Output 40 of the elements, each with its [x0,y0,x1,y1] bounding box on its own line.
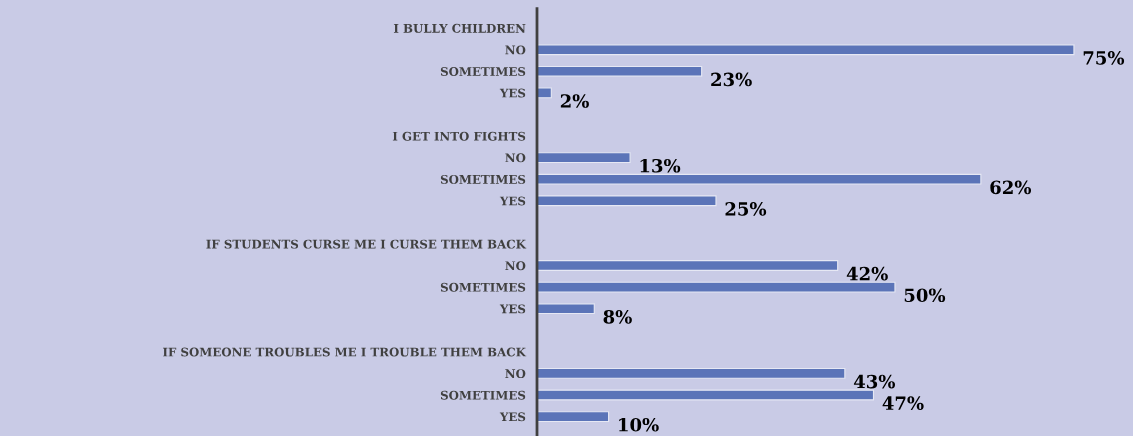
data-label: 23% [711,72,752,87]
data-label: 50% [904,288,946,303]
bar [537,173,982,185]
y-tick-label: YES [499,412,526,422]
y-tick-label: YES [499,88,526,98]
y-tick-label: YES [499,196,526,206]
data-label: 10% [619,417,659,432]
y-tick-label: I BULLY CHILDREN [393,23,526,33]
y-tick-label: YES [499,304,526,314]
y-tick-label: NO [505,153,526,163]
y-tick-label: NO [505,369,526,379]
data-label: 43% [853,374,896,389]
bar [537,368,846,379]
y-tick-label: I GET INTO FIGHTS [392,131,526,141]
bar [537,281,896,293]
data-label: 25% [725,202,767,216]
y-tick-label: SOMETIMES [440,67,526,76]
y-tick-label: SOMETIMES [440,174,526,184]
y-tick-label: IF STUDENTS CURSE ME I CURSE THEM BACK [206,239,527,249]
bar [537,389,875,401]
bar [537,87,552,99]
y-tick-label: IF SOMEONE TROUBLES ME I TROUBLE THEM BACK [163,347,527,357]
data-label: 47% [882,396,924,410]
bar [537,152,631,164]
y-tick-label: NO [505,261,526,271]
bar [537,65,703,77]
data-label: 42% [846,266,888,281]
y-tick-label: SOMETIMES [440,282,526,292]
bar [537,303,595,315]
bar [537,195,717,207]
bar [537,44,1075,56]
data-label: 8% [603,309,632,324]
data-label: 62% [990,180,1032,195]
data-label: 2% [560,94,589,108]
y-tick-label: NO [505,45,526,55]
data-label: 13% [640,158,681,173]
bar [537,260,839,271]
bar [537,411,610,422]
y-tick-label: SOMETIMES [440,390,526,400]
data-label: 75% [1083,51,1125,65]
